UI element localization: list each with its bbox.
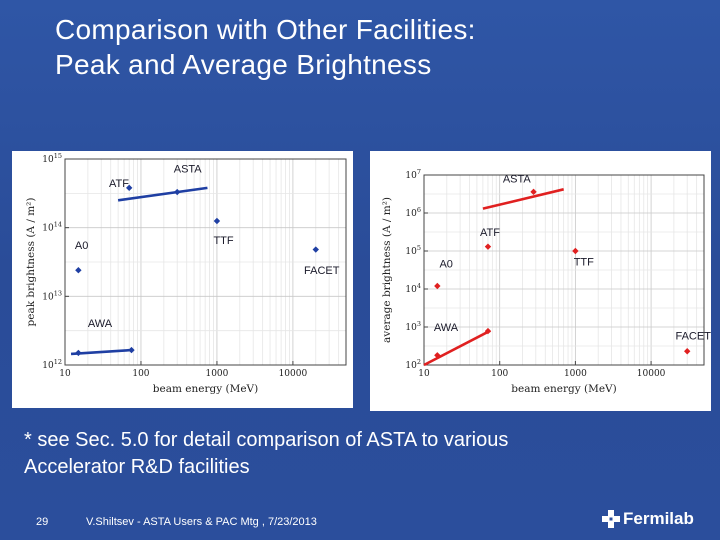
chart-1-y-tick-label-4: 106 (405, 206, 421, 219)
chart-1-label-facet: FACET (675, 330, 711, 342)
chart-1-y-tick-label-0: 102 (405, 358, 421, 371)
footnote-line-1: * see Sec. 5.0 for detail comparison of … (24, 429, 509, 451)
chart-1-y-axis-label: average brightness (A / m²) (381, 197, 393, 343)
fermilab-logo-icon (602, 510, 620, 528)
chart-0-y-tick-label-0: 1012 (42, 358, 62, 371)
chart-1-point-a0-0 (434, 282, 441, 290)
chart-0-point-asta-4 (174, 188, 181, 196)
footer-citation: V.Shiltsev - ASTA Users & PAC Mtg , 7/23… (86, 516, 317, 528)
chart-0-label-a0: A0 (75, 240, 88, 252)
chart-1-label-atf: ATF (480, 227, 500, 239)
chart-1-point-facet-6 (684, 348, 691, 355)
chart-1-label-asta: ASTA (503, 173, 532, 185)
chart-0-point-ttf-5 (213, 217, 221, 225)
chart-0-grid (64, 158, 347, 366)
chart-0-x-tick-label-2: 1000 (205, 369, 228, 379)
chart-0-label-ttf: TTF (213, 235, 233, 247)
chart-1-x-tick-label-3: 10000 (637, 369, 666, 379)
chart-0-trend-line-0 (117, 186, 208, 202)
chart-1-label-awa: AWA (434, 322, 459, 334)
chart-1-point-awa-1 (434, 352, 441, 359)
chart-1-x-tick-label-0: 10 (418, 369, 430, 379)
fermilab-logo-text: Fermilab (623, 509, 694, 528)
chart-0-y-tick-label-2: 1014 (42, 221, 62, 234)
chart-1-point-ttf-5 (572, 247, 579, 255)
chart-1-y-tick-label-3: 105 (405, 244, 421, 257)
chart-1-trend-line-1 (482, 188, 564, 210)
chart-0-point-a0-0 (75, 267, 82, 274)
chart-1-y-tick-label-2: 104 (405, 282, 421, 295)
footnote: * see Sec. 5.0 for detail comparison of … (24, 427, 508, 481)
chart-0-y-tick-label-3: 1015 (42, 152, 62, 165)
chart-0-x-tick-label-1: 100 (132, 369, 149, 379)
title-line-2: Peak and Average Brightness (55, 49, 432, 80)
chart-1-grid (423, 174, 705, 366)
average-brightness-plot: 10 100 1000 10000 102 103 104 105 106 107 beam ene… (381, 168, 711, 395)
chart-0-x-axis-label: beam energy (MeV) (153, 383, 258, 395)
chart-0-label-awa: AWA (88, 318, 113, 330)
chart-0-y-tick-label-1: 1013 (42, 289, 62, 302)
page-number: 29 (36, 516, 49, 528)
chart-0-y-axis-label: peak brightness (A / m²) (25, 198, 37, 327)
chart-0-label-atf: ATF (109, 178, 129, 190)
chart-0-label-facet: FACET (304, 265, 340, 277)
footnote-line-2: Accelerator R&D facilities (24, 456, 250, 478)
average-brightness-chart: 10 100 1000 10000 102 103 104 105 106 107 beam ene… (370, 151, 711, 411)
fermilab-logo: Fermilab (602, 508, 694, 530)
chart-1-x-tick-label-1: 100 (491, 369, 508, 379)
chart-0-point-awa-2 (128, 346, 135, 354)
title-line-1: Comparison with Other Facilities: (55, 14, 476, 45)
chart-1-label-a0: A0 (439, 258, 452, 270)
chart-1-label-ttf: TTF (574, 257, 594, 269)
chart-1-point-awa-2 (484, 327, 492, 335)
slide-title: Comparison with Other Facilities: Peak a… (55, 12, 476, 82)
peak-brightness-chart: 10 100 1000 10000 1012 1013 1014 1015 beam energ… (12, 151, 353, 408)
chart-0-point-awa-1 (75, 349, 82, 357)
chart-1-point-atf-3 (484, 243, 492, 250)
chart-1-point-asta-4 (530, 188, 537, 196)
peak-brightness-plot: 10 100 1000 10000 1012 1013 1014 1015 beam energ… (25, 152, 347, 395)
chart-1-x-axis-label: beam energy (MeV) (511, 383, 616, 395)
chart-0-label-asta: ASTA (174, 163, 203, 175)
chart-1-y-tick-label-1: 103 (405, 320, 421, 333)
chart-0-x-tick-label-0: 10 (59, 369, 71, 379)
chart-1-plot-frame (423, 174, 705, 366)
chart-1-y-tick-label-5: 107 (405, 168, 421, 181)
chart-1-trend-line-0 (423, 329, 491, 367)
chart-0-plot-frame (64, 158, 347, 366)
chart-0-point-facet-6 (312, 246, 319, 253)
chart-1-x-tick-label-2: 1000 (564, 369, 587, 379)
chart-0-x-tick-label-3: 10000 (279, 369, 308, 379)
